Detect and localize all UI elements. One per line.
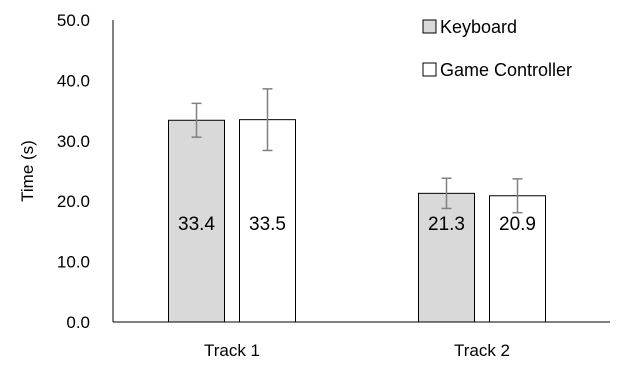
bar xyxy=(168,119,225,323)
bar-data-label: 21.3 xyxy=(428,214,465,235)
bar-series: 33.4 33.5 21.3 20.9 xyxy=(168,88,546,323)
legend: Keyboard Game Controller xyxy=(422,17,572,80)
bar-data-label: 20.9 xyxy=(499,214,536,235)
x-category-label: Track 1 xyxy=(204,341,260,360)
y-tick-labels: 0.0 10.0 20.0 30.0 40.0 50.0 xyxy=(57,11,90,332)
bar xyxy=(418,192,475,323)
legend-label: Game Controller xyxy=(440,60,572,80)
x-category-labels: Track 1 Track 2 xyxy=(204,341,510,360)
y-axis-title: Time (s) xyxy=(18,140,37,202)
y-tick-label: 20.0 xyxy=(57,192,90,211)
y-tick-label: 10.0 xyxy=(57,253,90,272)
y-tick-label: 0.0 xyxy=(66,313,90,332)
x-category-label: Track 2 xyxy=(454,341,510,360)
bar-data-label: 33.4 xyxy=(178,214,215,235)
y-tick-label: 30.0 xyxy=(57,132,90,151)
legend-swatch xyxy=(422,19,437,34)
legend-swatch xyxy=(422,62,437,77)
legend-label: Keyboard xyxy=(440,17,517,37)
bar-data-label: 33.5 xyxy=(249,214,286,235)
bar xyxy=(489,195,546,323)
y-tick-label: 40.0 xyxy=(57,71,90,90)
bar xyxy=(239,119,296,323)
y-tick-label: 50.0 xyxy=(57,11,90,30)
